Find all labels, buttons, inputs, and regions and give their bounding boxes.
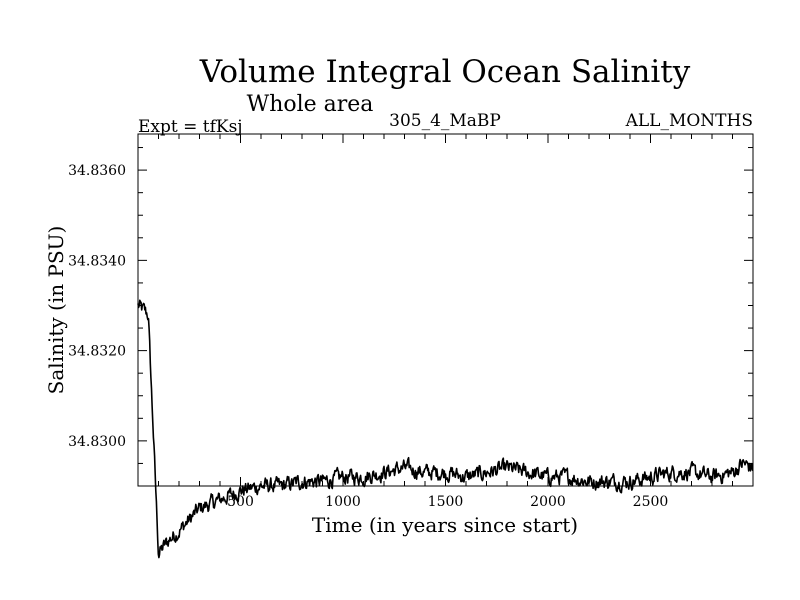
y-axis-label: Salinity (in PSU) [44,226,68,395]
series-layer [137,299,754,559]
plot-frame [137,133,754,487]
y-tick-label: 34.8320 [68,344,126,360]
chart-subtitle: Whole area [247,92,374,117]
x-tick-label: 2000 [530,494,566,510]
period-label: ALL_MONTHS [625,111,753,131]
x-axis-label: Time (in years since start) [312,513,578,537]
x-tick-label: 1500 [428,494,464,510]
y-tick-label: 34.8340 [68,253,126,269]
x-tick-label: 1000 [325,494,361,510]
axis-ticks: 500 1000 1500 2000 2500 34.8300 34.8320 34.8340… [68,134,753,510]
experiment-label: Expt = tfKsj [138,117,243,137]
chart-title: Volume Integral Ocean Salinity [199,54,691,90]
run-label: 305_4_MaBP [389,111,501,131]
y-tick-label: 34.8300 [68,434,126,450]
y-tick-label: 34.8360 [68,163,126,179]
series-line-salinity [137,299,754,559]
x-tick-label: 500 [227,494,254,510]
x-tick-label: 2500 [633,494,669,510]
